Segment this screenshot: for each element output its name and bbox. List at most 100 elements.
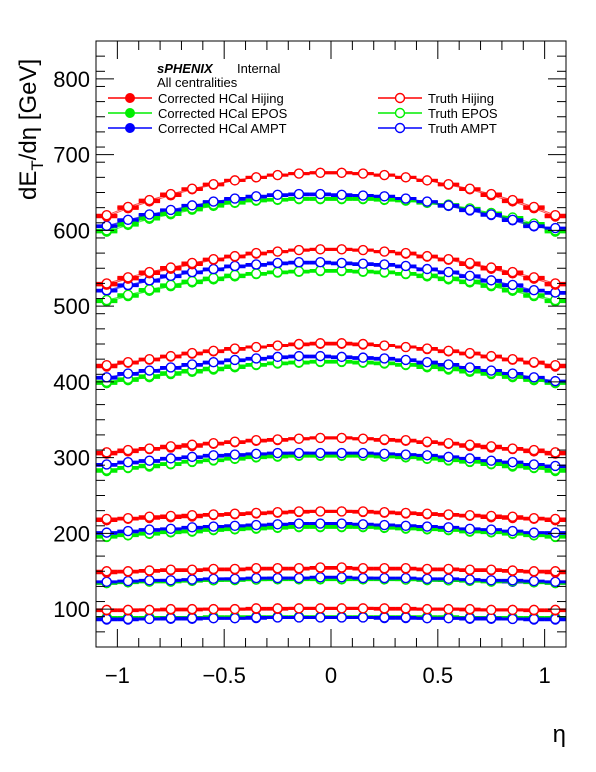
data-point-open xyxy=(208,253,219,265)
data-point-open xyxy=(208,450,219,461)
data-point-open xyxy=(186,200,198,211)
data-point-open xyxy=(251,268,262,279)
data-point-open xyxy=(293,433,305,444)
data-point-open xyxy=(400,507,411,519)
data-point-open xyxy=(165,262,176,273)
data-point-open xyxy=(165,441,176,452)
data-point-open xyxy=(464,183,476,194)
data-point-open xyxy=(229,343,241,354)
data-point-open xyxy=(101,527,112,538)
data-point-open xyxy=(507,575,518,586)
data-point-open xyxy=(507,456,518,468)
data-point-open xyxy=(272,603,283,614)
data-point-open xyxy=(293,266,305,277)
data-point-open xyxy=(272,447,283,459)
data-point-open xyxy=(550,604,561,616)
data-point-open xyxy=(379,572,390,584)
data-point-open xyxy=(486,275,497,286)
data-point-open xyxy=(186,439,198,450)
data-point-open xyxy=(186,257,198,269)
data-point-open xyxy=(443,451,454,463)
data-point-open xyxy=(293,518,305,529)
data-point-open xyxy=(101,360,112,371)
data-point-open xyxy=(122,201,134,213)
data-point-open xyxy=(379,246,390,257)
data-point-open xyxy=(357,572,369,584)
data-point-open xyxy=(486,575,497,586)
data-point-open xyxy=(336,432,347,444)
data-point-open xyxy=(272,351,283,363)
data-point-open xyxy=(165,510,176,522)
data-point-open xyxy=(315,506,326,517)
data-point-open xyxy=(507,279,518,291)
data-point-open xyxy=(528,513,540,524)
data-point-open xyxy=(251,612,262,623)
data-point-open xyxy=(208,345,219,357)
data-point-open xyxy=(528,220,540,232)
data-point-open xyxy=(336,189,347,200)
y-tick-label: 400 xyxy=(53,370,90,395)
data-point-open xyxy=(293,612,305,623)
x-axis-label: η xyxy=(553,721,566,748)
data-point-open xyxy=(400,612,411,623)
data-point-open xyxy=(443,200,454,211)
data-point-open xyxy=(315,167,326,179)
data-point-open xyxy=(144,194,155,206)
data-point-open xyxy=(336,506,347,517)
series-truth-hijing xyxy=(96,167,566,616)
data-point-open xyxy=(186,509,198,521)
x-tick-label: 1 xyxy=(539,663,551,688)
data-point-open xyxy=(400,172,411,183)
series-corrected-hcal-hijing xyxy=(96,167,566,616)
data-point-open xyxy=(357,519,369,530)
data-point-open xyxy=(421,450,433,461)
data-point-open xyxy=(443,509,454,520)
data-point-open xyxy=(122,356,134,368)
legend-marker xyxy=(394,122,406,134)
data-point-open xyxy=(550,360,561,371)
data-point-open xyxy=(421,250,433,262)
data-point-open xyxy=(251,353,262,364)
data-point-open xyxy=(272,506,283,518)
data-point-open xyxy=(251,603,262,614)
data-point-open xyxy=(550,210,561,221)
y-axis-label-sub: T xyxy=(28,160,47,170)
legend-label: Truth AMPT xyxy=(428,121,497,136)
data-point-open xyxy=(486,365,497,376)
y-tick-label: 700 xyxy=(53,143,90,168)
data-point-open xyxy=(144,565,155,576)
data-point-open xyxy=(272,434,283,445)
series-truth-ampt xyxy=(96,188,566,625)
data-point-open xyxy=(421,508,433,519)
data-point-open xyxy=(443,253,454,265)
data-point-open xyxy=(101,513,112,525)
data-point-open xyxy=(315,603,326,614)
data-point-open xyxy=(251,191,262,202)
data-point-open xyxy=(293,506,305,517)
data-point-open xyxy=(315,256,326,268)
data-point-open xyxy=(144,443,155,454)
data-point-open xyxy=(336,612,347,623)
data-point-open xyxy=(101,294,112,306)
data-point-open xyxy=(229,436,241,447)
data-point-open xyxy=(144,209,155,220)
data-point-open xyxy=(464,453,476,464)
data-point-open xyxy=(421,563,433,575)
legend-marker xyxy=(125,93,135,103)
data-point-open xyxy=(336,572,347,583)
data-point-open xyxy=(528,444,540,456)
data-point-open xyxy=(421,356,433,368)
legend-marker xyxy=(394,107,406,119)
data-point-open xyxy=(272,266,283,278)
data-point-open xyxy=(186,275,198,287)
data-point-open xyxy=(251,448,262,460)
data-point-open xyxy=(357,168,369,179)
data-point-open xyxy=(208,178,219,190)
data-point-open xyxy=(186,451,198,463)
data-point-open xyxy=(443,603,454,615)
data-point-open xyxy=(486,564,497,575)
data-point-open xyxy=(315,338,326,349)
data-point-open xyxy=(336,351,347,363)
data-point-open xyxy=(507,368,518,379)
